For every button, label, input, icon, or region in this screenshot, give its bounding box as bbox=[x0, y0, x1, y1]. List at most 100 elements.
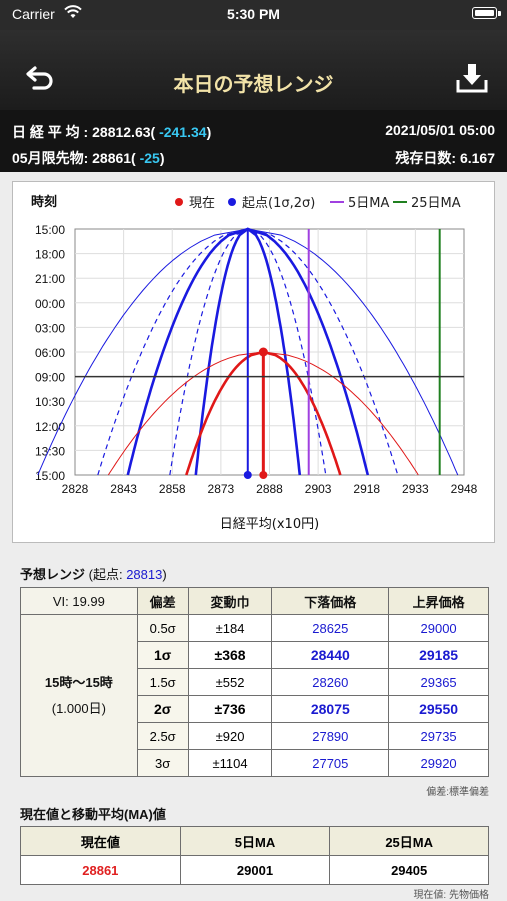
futures-price: 05月限先物: 28861( -25) bbox=[12, 148, 165, 168]
y-tick-label: 12:00 bbox=[35, 420, 65, 434]
legend-marker bbox=[175, 198, 183, 206]
header-width: 変動巾 bbox=[187, 587, 273, 615]
down-price-cell: 28075 bbox=[271, 695, 390, 723]
carrier-label: Carrier bbox=[12, 6, 55, 22]
y-tick-label: 15:00 bbox=[35, 469, 65, 483]
x-tick-label: 2828 bbox=[62, 482, 89, 496]
y-tick-label: 00:00 bbox=[35, 297, 65, 311]
table-row: 1.5σ ±552 28260 29365 bbox=[21, 668, 489, 696]
up-price-cell: 29735 bbox=[388, 722, 489, 750]
futures-paren: ) bbox=[159, 150, 165, 166]
x-tick-label: 2858 bbox=[159, 482, 186, 496]
table-row: 15時〜15時 (1.000日) 0.5σ ±184 28625 29000 bbox=[20, 614, 489, 777]
y-tick-label: 15:00 bbox=[35, 223, 65, 237]
y-tick-label: 18:00 bbox=[35, 248, 65, 262]
sigma-cell: 1σ bbox=[136, 641, 189, 669]
period-line1: 15時〜15時 bbox=[44, 674, 113, 690]
ma25-value: 29405 bbox=[329, 855, 489, 885]
range-table: VI: 19.99 偏差 変動巾 下落価格 上昇価格 15時〜15時 (1.00… bbox=[20, 587, 489, 777]
nav-bar: 本日の予想レンジ bbox=[0, 30, 507, 110]
y-axis-title: 時刻 bbox=[31, 194, 57, 210]
undo-arrow-icon[interactable] bbox=[22, 64, 58, 94]
battery-icon bbox=[472, 7, 497, 19]
width-cell: ±1104 bbox=[187, 749, 273, 777]
ma-table: 現在値 5日MA 25日MA 28861 29001 29405 bbox=[20, 826, 489, 885]
datetime: 2021/05/01 05:00 bbox=[385, 122, 495, 138]
header-down: 下落価格 bbox=[271, 587, 390, 615]
period-cell: 15時〜15時 (1.000日) bbox=[20, 614, 138, 777]
x-tick-label: 2873 bbox=[208, 482, 235, 496]
range-title: 予想レンジ bbox=[20, 567, 86, 582]
nikkei-paren: ) bbox=[206, 124, 212, 140]
y-tick-label: 21:00 bbox=[35, 272, 65, 286]
futures-value: 28861( bbox=[92, 150, 136, 166]
header-current: 現在値 bbox=[20, 826, 181, 856]
down-price-cell: 28260 bbox=[271, 668, 390, 696]
x-tick-label: 2948 bbox=[451, 482, 478, 496]
range-sub-close: ) bbox=[162, 567, 167, 582]
days-remaining: 残存日数: 6.167 bbox=[395, 150, 495, 166]
ma5-value: 29001 bbox=[179, 855, 331, 885]
futures-label: 05月限先物: bbox=[12, 150, 93, 166]
x-tick-label: 2888 bbox=[256, 482, 283, 496]
x-tick-label: 2918 bbox=[353, 482, 380, 496]
sigma-cell: 2σ bbox=[136, 695, 189, 723]
range-chart: 15:00 18:00 21:00 00:00 03:00 06:00 09:00 10:30… bbox=[12, 181, 495, 543]
nikkei-label: 日 経 平 均 : bbox=[12, 124, 93, 140]
up-price-cell: 29550 bbox=[388, 695, 489, 723]
header-up: 上昇価格 bbox=[388, 587, 489, 615]
width-cell: ±736 bbox=[187, 695, 273, 723]
up-price-cell: 29185 bbox=[388, 641, 489, 669]
nikkei-average: 日 経 平 均 : 28812.63( -241.34) bbox=[12, 122, 211, 142]
up-price-cell: 29000 bbox=[388, 614, 489, 642]
down-price-cell: 27890 bbox=[271, 722, 390, 750]
clock: 5:30 PM bbox=[227, 6, 280, 22]
x-tick-label: 2933 bbox=[402, 482, 429, 496]
current-dot bbox=[259, 471, 268, 479]
origin-dot bbox=[243, 471, 252, 479]
down-price-cell: 28440 bbox=[271, 641, 390, 669]
period-line2: (1.000日) bbox=[51, 700, 106, 716]
x-tick-label: 2843 bbox=[110, 482, 137, 496]
x-tick-label: 2903 bbox=[305, 482, 332, 496]
vi-value: VI: 19.99 bbox=[20, 587, 138, 615]
nikkei-value: 28812.63( bbox=[92, 124, 156, 140]
legend-label: 起点(1σ,2σ) bbox=[242, 196, 315, 211]
table-row: 28861 29001 29405 bbox=[20, 855, 489, 885]
header-ma25: 25日MA bbox=[329, 826, 489, 856]
legend-label: 現在 bbox=[189, 196, 215, 211]
table-row: 2.5σ ±920 27890 29735 bbox=[21, 722, 489, 750]
sigma-cell: 1.5σ bbox=[136, 668, 189, 696]
sigma-cell: 2.5σ bbox=[136, 722, 189, 750]
down-price-cell: 28625 bbox=[271, 614, 390, 642]
y-tick-label: 09:00 bbox=[35, 371, 65, 385]
sigma-cell: 0.5σ bbox=[136, 614, 189, 642]
sigma-note: 偏差:標準偏差 bbox=[426, 787, 489, 798]
current-value: 28861 bbox=[20, 855, 181, 885]
y-tick-label: 13:30 bbox=[35, 444, 65, 458]
price-note: 現在値: 先物価格 bbox=[413, 890, 489, 901]
x-axis-title: 日経平均(x10円) bbox=[220, 517, 319, 532]
page-title: 本日の予想レンジ bbox=[173, 72, 334, 96]
nikkei-change: -241.34 bbox=[155, 124, 207, 140]
range-sub-open: (起点: bbox=[85, 567, 127, 582]
up-price-cell: 29365 bbox=[388, 668, 489, 696]
battery-tip bbox=[498, 11, 501, 16]
status-bar: Carrier 5:30 PM bbox=[0, 0, 507, 30]
wifi-icon bbox=[64, 5, 82, 18]
y-tick-label: 03:00 bbox=[35, 321, 65, 335]
ma-section-title: 現在値と移動平均(MA)値 bbox=[20, 807, 166, 822]
legend-label: 25日MA bbox=[411, 196, 461, 211]
legend-marker bbox=[228, 198, 236, 206]
download-tray-icon[interactable] bbox=[455, 62, 489, 94]
table-row: 1σ ±368 28440 29185 bbox=[21, 641, 489, 669]
header-sigma: 偏差 bbox=[136, 587, 189, 615]
range-origin-value: 28813 bbox=[126, 567, 163, 582]
width-cell: ±552 bbox=[187, 668, 273, 696]
header-ma5: 5日MA bbox=[179, 826, 331, 856]
y-tick-label: 06:00 bbox=[35, 346, 65, 360]
range-section-title: 予想レンジ (起点: 28813) bbox=[20, 564, 167, 583]
down-price-cell: 27705 bbox=[271, 749, 390, 777]
width-cell: ±920 bbox=[187, 722, 273, 750]
legend-label: 5日MA bbox=[348, 196, 389, 211]
